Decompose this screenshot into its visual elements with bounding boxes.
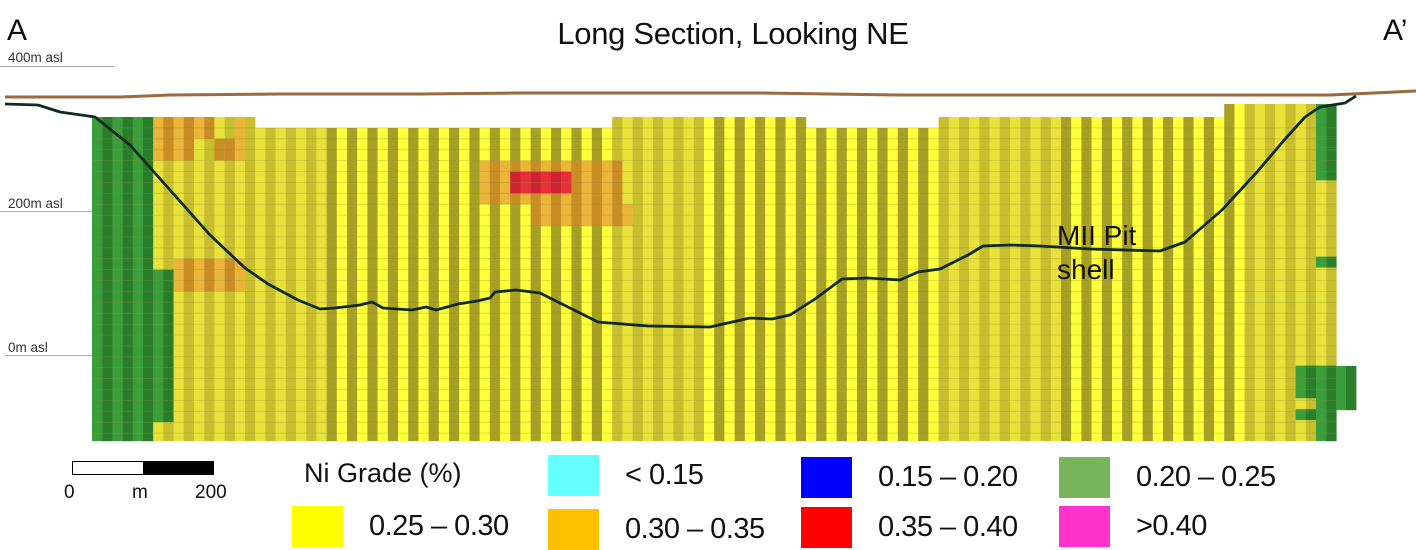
pit-shell-outline	[4, 94, 1357, 329]
scale-bar	[72, 461, 214, 475]
elevation-line-0	[5, 355, 92, 356]
elevation-line-400	[0, 66, 114, 67]
scale-label-zero: 0	[64, 482, 75, 503]
legend-label: 0.30 – 0.35	[625, 513, 765, 545]
legend-label: >0.40	[1136, 510, 1207, 542]
legend-title: Ni Grade (%)	[304, 458, 462, 488]
legend-swatch-yellow	[292, 506, 343, 547]
legend-item-0-30-0-35: 0.30 – 0.35	[548, 509, 765, 550]
pit-shell-label-line2: shell	[1057, 254, 1115, 285]
elevation-label-400: 400m asl	[8, 50, 63, 65]
legend-swatch-magenta	[1059, 506, 1110, 547]
block-model-grid	[92, 104, 1357, 442]
elevation-label-200: 200m asl	[8, 196, 63, 211]
legend-label: 0.20 – 0.25	[1136, 461, 1276, 493]
legend-label: 0.15 – 0.20	[878, 461, 1018, 493]
legend-item-0-35-0-40: 0.35 – 0.40	[801, 507, 1018, 548]
scale-bar-white-segment	[73, 462, 143, 474]
legend-item-lt-0-15: < 0.15	[548, 455, 704, 496]
section-start-label: A	[7, 14, 28, 47]
block-grid-lines	[92, 127, 1337, 434]
diagram-title: Long Section, Looking NE	[557, 16, 909, 51]
legend-item-gt-0-40: >0.40	[1059, 506, 1207, 547]
legend-swatch-red	[801, 507, 852, 548]
legend-item-0-15-0-20: 0.15 – 0.20	[801, 457, 1018, 498]
legend-swatch-orange	[548, 509, 599, 550]
topography-line	[5, 89, 1416, 99]
elevation-label-0: 0m asl	[8, 340, 48, 355]
section-end-label: A’	[1383, 14, 1408, 47]
scale-label-max: 200	[195, 482, 227, 503]
legend-label: < 0.15	[625, 459, 704, 491]
scale-label-unit: m	[132, 482, 148, 503]
legend-item-0-25-0-30: 0.25 – 0.30	[292, 506, 509, 547]
elevation-line-200	[0, 211, 92, 212]
legend-swatch-green	[1059, 457, 1110, 498]
legend-label: 0.35 – 0.40	[878, 511, 1018, 543]
legend-item-0-20-0-25: 0.20 – 0.25	[1059, 457, 1276, 498]
legend-swatch-cyan	[548, 455, 599, 496]
pit-shell-label: MII Pit shell	[1057, 219, 1136, 287]
pit-shell-label-line1: MII Pit	[1057, 220, 1137, 251]
legend-label: 0.25 – 0.30	[369, 510, 509, 542]
legend-swatch-blue	[801, 457, 852, 498]
scale-bar-black-segment	[143, 462, 213, 474]
